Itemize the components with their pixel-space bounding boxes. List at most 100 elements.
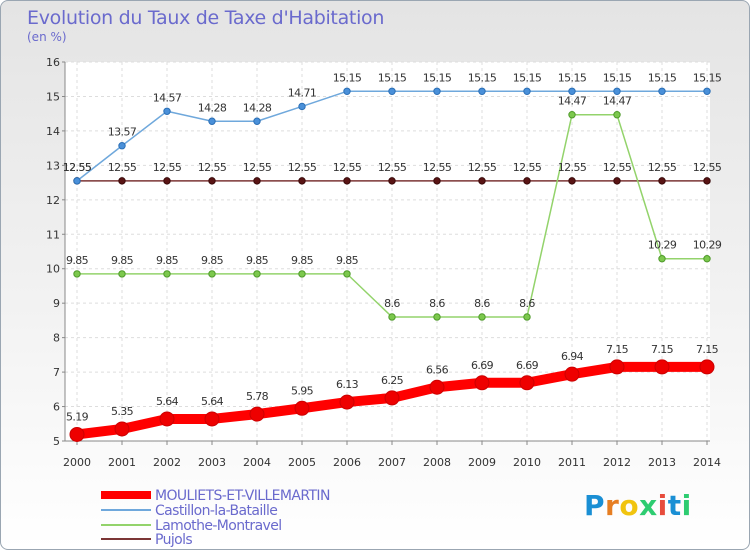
logo-letter: x [639, 489, 658, 522]
data-point [433, 177, 441, 185]
x-tick-label: 2007 [378, 456, 406, 469]
x-tick-label: 2000 [63, 456, 91, 469]
y-tick-label: 8 [53, 332, 60, 345]
data-label: 6.94 [561, 350, 584, 363]
y-tick-label: 12 [46, 194, 60, 207]
data-label: 12.55 [243, 161, 272, 174]
data-label: 6.69 [516, 359, 539, 372]
x-tick-label: 2010 [513, 456, 541, 469]
data-point [253, 177, 261, 185]
data-label: 8.6 [429, 297, 445, 310]
data-label: 9.85 [111, 254, 134, 267]
x-tick-label: 2009 [468, 456, 496, 469]
logo-letter: o [619, 489, 640, 522]
data-label: 8.6 [519, 297, 535, 310]
x-tick-label: 2013 [648, 456, 676, 469]
data-point [478, 177, 486, 185]
legend-label: Castillon-la-Bataille [155, 503, 277, 519]
data-point [433, 313, 441, 321]
data-point [163, 270, 171, 278]
y-tick-label: 16 [46, 56, 60, 69]
y-tick-label: 13 [46, 159, 60, 172]
data-label: 10.29 [693, 239, 722, 252]
data-point [478, 313, 486, 321]
data-point [384, 390, 400, 406]
data-point [343, 270, 351, 278]
data-point [433, 87, 441, 95]
data-point [118, 177, 126, 185]
data-label: 12.55 [108, 161, 137, 174]
data-point [703, 177, 711, 185]
data-point [654, 359, 670, 375]
data-point [114, 421, 130, 437]
data-point [613, 177, 621, 185]
legend-label: Pujols [155, 532, 192, 548]
data-label: 6.13 [336, 378, 359, 391]
legend-label: Lamothe-Montravel [155, 518, 282, 534]
series-2 [73, 111, 711, 321]
y-tick-label: 11 [46, 228, 60, 241]
data-point [523, 313, 531, 321]
y-tick-label: 5 [53, 435, 60, 448]
x-tick-label: 2008 [423, 456, 451, 469]
x-tick-label: 2002 [153, 456, 181, 469]
data-point [298, 270, 306, 278]
data-label: 12.55 [288, 161, 317, 174]
data-point [343, 87, 351, 95]
data-point [208, 177, 216, 185]
data-label: 15.15 [378, 71, 407, 84]
data-point [204, 411, 220, 427]
data-point [703, 87, 711, 95]
data-point [658, 177, 666, 185]
data-point [339, 394, 355, 410]
data-label: 7.15 [651, 343, 674, 356]
x-tick-label: 2003 [198, 456, 226, 469]
data-point [73, 177, 81, 185]
legend-label: MOULIETS-ET-VILLEMARTIN [155, 488, 330, 504]
data-label: 8.6 [384, 297, 400, 310]
data-label: 6.56 [426, 363, 449, 376]
data-label: 14.28 [243, 101, 272, 114]
data-label: 15.15 [513, 71, 542, 84]
data-point [298, 177, 306, 185]
data-point [163, 177, 171, 185]
x-tick-label: 2005 [288, 456, 316, 469]
data-point [609, 359, 625, 375]
data-label: 15.15 [333, 71, 362, 84]
series-0 [69, 359, 715, 442]
series-1 [73, 87, 711, 185]
data-label: 5.64 [201, 395, 224, 408]
data-point [519, 375, 535, 391]
data-label: 12.55 [648, 161, 677, 174]
data-point [253, 117, 261, 125]
plot-area [65, 62, 710, 441]
data-label: 6.69 [471, 359, 494, 372]
proxiti-logo: Proxiti [584, 489, 692, 522]
logo-letter: t [667, 489, 682, 522]
data-point [69, 426, 85, 442]
data-label: 12.55 [693, 161, 722, 174]
data-point [163, 107, 171, 115]
logo-letter: i [681, 489, 692, 522]
chart-title: Evolution du Taux de Taxe d'Habitation [27, 7, 385, 29]
data-point [208, 117, 216, 125]
data-point [298, 102, 306, 111]
data-point [613, 87, 621, 95]
logo-letter: r [605, 489, 620, 522]
data-point [564, 366, 580, 382]
data-point [73, 270, 81, 278]
data-label: 13.57 [108, 126, 137, 139]
data-point [658, 255, 666, 263]
data-point [253, 270, 261, 278]
data-label: 12.55 [63, 161, 92, 174]
data-point [568, 111, 576, 119]
data-point [118, 270, 126, 278]
data-label: 15.15 [423, 71, 452, 84]
data-label: 14.71 [288, 86, 317, 99]
x-tick-label: 2006 [333, 456, 361, 469]
data-point [523, 87, 531, 95]
data-label: 14.47 [558, 95, 587, 108]
data-label: 12.55 [198, 161, 227, 174]
data-label: 12.55 [558, 161, 587, 174]
